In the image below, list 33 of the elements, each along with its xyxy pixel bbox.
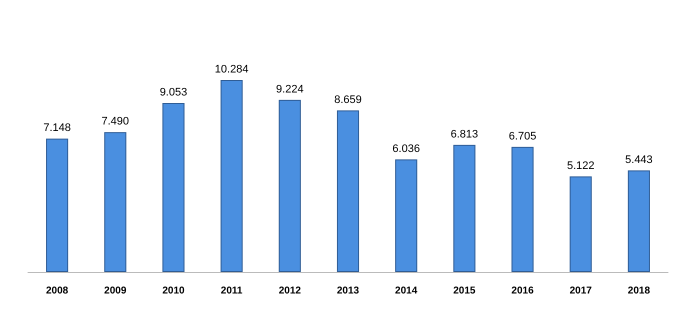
data-label: 9.053 <box>160 86 188 99</box>
data-label: 10.284 <box>214 64 248 76</box>
x-tick-label: 2011 <box>220 286 243 296</box>
data-label: 5.443 <box>625 154 653 166</box>
bar <box>46 138 68 272</box>
bar <box>278 100 301 272</box>
x-tick-label: 2015 <box>453 286 476 296</box>
bar <box>220 80 243 272</box>
bar <box>336 110 360 272</box>
bar <box>511 146 534 272</box>
bar <box>162 103 185 272</box>
x-tick-label: 2018 <box>628 286 650 296</box>
bar <box>628 170 650 272</box>
data-label: 7.148 <box>43 122 71 134</box>
x-tick-label: 2008 <box>46 286 69 296</box>
bar <box>395 159 418 272</box>
x-tick-label: 2013 <box>336 286 360 296</box>
data-label: 6.705 <box>508 130 536 142</box>
data-label: 7.490 <box>102 116 130 128</box>
data-label: 8.659 <box>334 94 362 106</box>
x-tick-label: 2016 <box>511 286 534 296</box>
data-label: 9.224 <box>276 83 304 96</box>
x-tick-label: 2017 <box>570 286 592 296</box>
data-label: 6.813 <box>450 128 478 140</box>
data-label: 5.122 <box>566 160 594 172</box>
bar <box>453 144 476 272</box>
bar <box>570 176 592 272</box>
x-tick-label: 2009 <box>104 286 127 296</box>
data-label: 6.036 <box>392 142 420 155</box>
bar <box>104 132 126 272</box>
x-tick-label: 2014 <box>395 286 418 296</box>
x-tick-label: 2012 <box>278 286 302 296</box>
x-tick-label: 2010 <box>162 286 186 296</box>
